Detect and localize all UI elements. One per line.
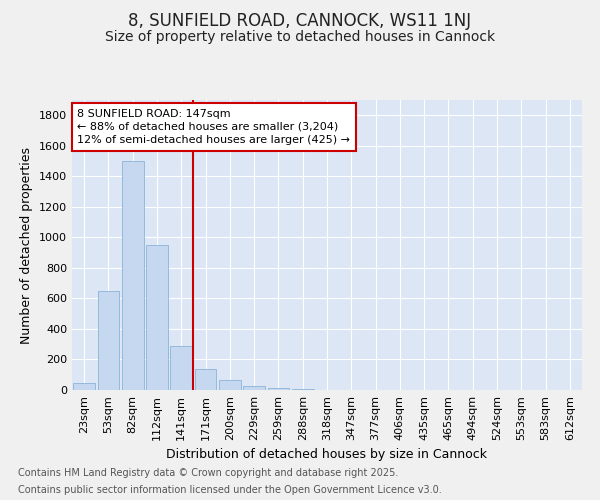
Bar: [170, 346, 192, 390]
Text: 8, SUNFIELD ROAD, CANNOCK, WS11 1NJ: 8, SUNFIELD ROAD, CANNOCK, WS11 1NJ: [128, 12, 472, 30]
Bar: [243, 386, 265, 390]
X-axis label: Distribution of detached houses by size in Cannock: Distribution of detached houses by size …: [167, 448, 487, 462]
Text: Contains HM Land Registry data © Crown copyright and database right 2025.: Contains HM Land Registry data © Crown c…: [18, 468, 398, 477]
Text: 8 SUNFIELD ROAD: 147sqm
← 88% of detached houses are smaller (3,204)
12% of semi: 8 SUNFIELD ROAD: 147sqm ← 88% of detache…: [77, 108, 350, 145]
Text: Contains public sector information licensed under the Open Government Licence v3: Contains public sector information licen…: [18, 485, 442, 495]
Bar: [219, 380, 241, 390]
Bar: [292, 389, 314, 390]
Bar: [73, 383, 95, 390]
Bar: [122, 161, 143, 390]
Bar: [194, 370, 217, 390]
Text: Size of property relative to detached houses in Cannock: Size of property relative to detached ho…: [105, 30, 495, 44]
Bar: [146, 245, 168, 390]
Y-axis label: Number of detached properties: Number of detached properties: [20, 146, 34, 344]
Bar: [97, 291, 119, 390]
Bar: [268, 388, 289, 390]
